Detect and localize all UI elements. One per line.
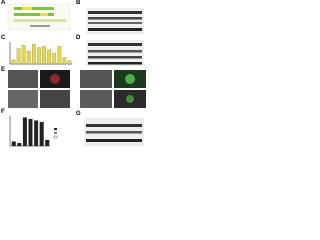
gene-diagram [7, 3, 71, 31]
panel-label: C [1, 35, 6, 41]
panel-label: B [76, 0, 81, 6]
western-blot [84, 118, 144, 146]
bar [11, 141, 16, 147]
bar [28, 118, 33, 147]
figure: A B C D E F G [1, 0, 146, 147]
panel-label: F [1, 109, 5, 115]
bar [31, 44, 36, 65]
bar [52, 52, 57, 65]
bar [39, 121, 44, 147]
microscopy-images [8, 70, 146, 108]
bar [22, 117, 27, 147]
western-blot [86, 8, 144, 34]
legend [53, 128, 58, 139]
bar [11, 59, 16, 65]
bar [67, 60, 72, 65]
bar [16, 48, 21, 65]
panel-label: G [76, 111, 81, 117]
panel-label: D [76, 35, 81, 41]
bar [37, 47, 41, 65]
bar [57, 46, 62, 65]
bar [45, 139, 50, 147]
panel-label: A [1, 0, 6, 6]
western-blot [86, 40, 144, 66]
bar [26, 50, 31, 65]
panel-label: E [1, 67, 5, 73]
bar [42, 46, 46, 65]
bar [62, 57, 67, 65]
bar [34, 120, 39, 147]
bar [17, 142, 22, 147]
bar [21, 45, 26, 65]
bar [47, 49, 52, 65]
